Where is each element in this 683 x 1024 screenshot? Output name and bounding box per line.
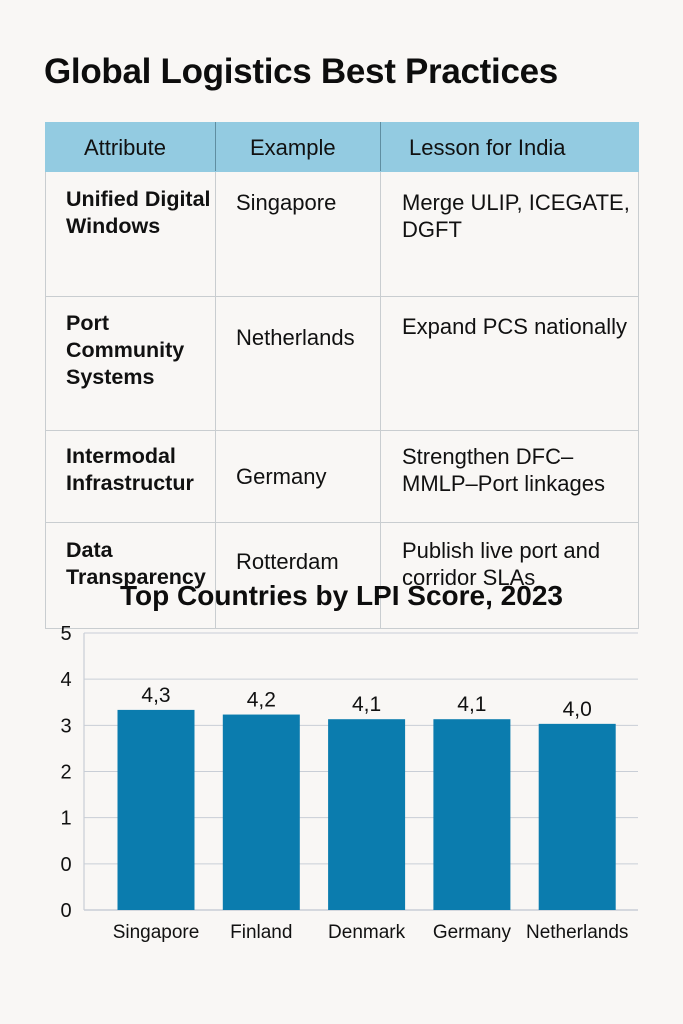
y-tick-label: 2 — [60, 762, 71, 784]
cell-lesson: Merge ULIP, ICEGATE, DGFT — [380, 171, 639, 297]
header-example: Example — [215, 122, 381, 172]
x-category-label: Finland — [230, 922, 292, 943]
cell-attribute: Data Transparency — [45, 522, 216, 629]
cell-lesson: Expand PCS nationally — [380, 296, 639, 431]
y-tick-label: 1 — [60, 808, 71, 830]
y-tick-label: 5 — [60, 623, 71, 645]
table-header-row: Attribute Example Lesson for India — [45, 122, 639, 172]
x-category-label: Netherlands — [526, 922, 628, 943]
bar-value-label: 4,2 — [247, 689, 276, 712]
cell-attribute: Port Community Systems — [45, 296, 216, 431]
cell-example: Germany — [215, 430, 381, 523]
table-row: Data Transparency Rotterdam Publish live… — [45, 522, 639, 629]
bar-value-label: 4,1 — [457, 693, 486, 716]
header-lesson: Lesson for India — [380, 122, 639, 172]
lpi-bar-chart: 5 4 3 2 1 0 0 4,3 Singapore 4,2 Finland 4,1 Denmark 4… — [60, 623, 638, 943]
bar-value-label: 4,1 — [352, 693, 381, 716]
best-practices-table: Attribute Example Lesson for India Unifi… — [45, 122, 639, 629]
cell-example: Singapore — [215, 171, 381, 297]
cell-example: Netherlands — [215, 296, 381, 431]
bar — [222, 714, 300, 910]
x-category-label: Germany — [433, 922, 512, 943]
x-category-label: Denmark — [328, 922, 406, 943]
bar-value-label: 4,0 — [563, 698, 592, 721]
cell-lesson: Publish live port and corridor SLAs — [380, 522, 639, 629]
y-tick-label: 0 — [60, 900, 71, 922]
table-row: Port Community Systems Netherlands Expan… — [45, 296, 639, 431]
x-category-label: Singapore — [113, 922, 200, 943]
y-tick-label: 0 — [60, 854, 71, 876]
bar — [117, 709, 195, 910]
chart-title: Top Countries by LPI Score, 2023 — [120, 580, 563, 611]
y-tick-label: 3 — [60, 715, 71, 737]
y-tick-label: 4 — [60, 669, 71, 691]
table-row: Unified Digital Windows Singapore Merge … — [45, 171, 639, 297]
cell-attribute: Unified Digital Windows — [45, 171, 216, 297]
cell-attribute: Intermodal Infrastructur — [45, 430, 216, 523]
table-row: Intermodal Infrastructur Germany Strengt… — [45, 430, 639, 523]
cell-lesson: Strengthen DFC–MMLP–Port linkages — [380, 430, 639, 523]
header-attribute: Attribute — [45, 122, 216, 172]
bar — [538, 723, 616, 910]
bar — [433, 719, 511, 910]
page-title: Global Logistics Best Practices — [44, 52, 558, 91]
cell-example: Rotterdam — [215, 522, 381, 629]
bar-value-label: 4,3 — [141, 684, 170, 707]
bar — [328, 719, 406, 910]
